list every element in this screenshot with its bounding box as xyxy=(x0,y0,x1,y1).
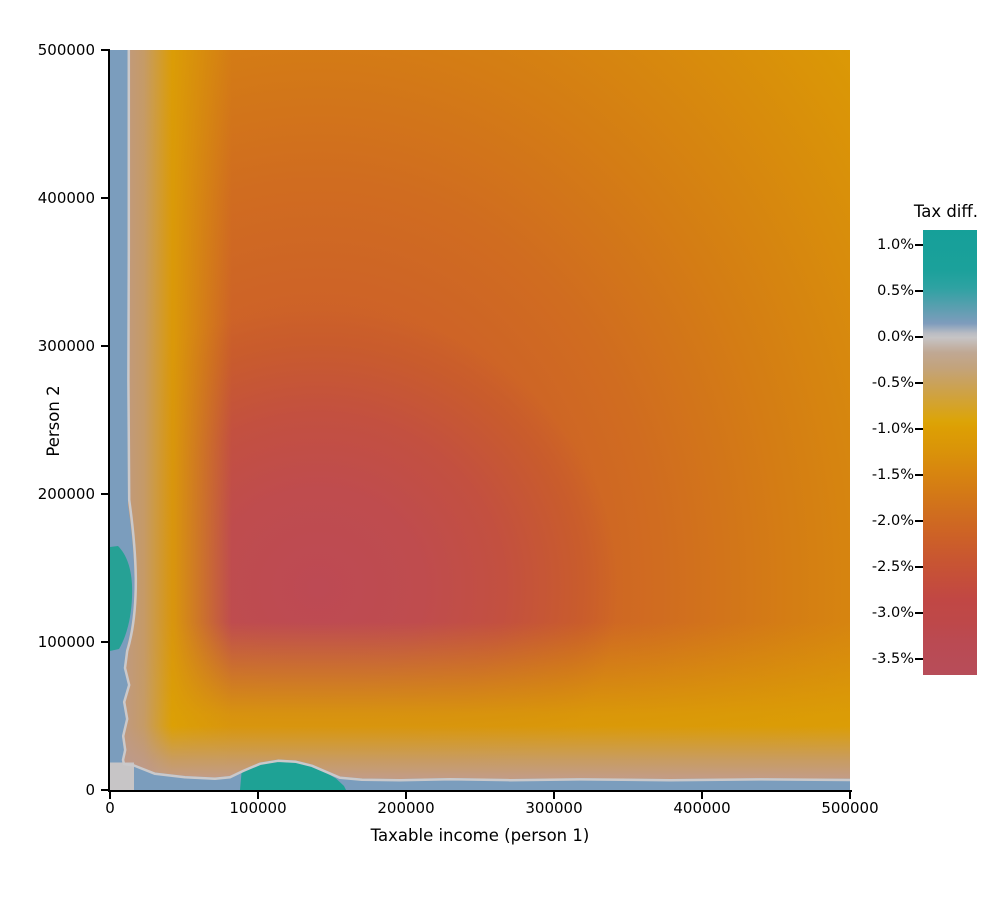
x-axis-spine xyxy=(108,790,852,792)
heatmap-contour-overlay xyxy=(110,50,850,790)
zero-contour-line xyxy=(121,50,850,782)
colorbar-tick xyxy=(915,474,923,476)
colorbar-tick xyxy=(915,566,923,568)
y-tick-label: 0 xyxy=(85,781,95,799)
heatmap-gradient-field xyxy=(110,50,850,790)
x-tick xyxy=(257,791,259,799)
x-tick-label: 100000 xyxy=(229,799,287,817)
y-tick xyxy=(101,49,109,51)
bottom-teal-maximum xyxy=(240,760,346,790)
y-tick-label: 100000 xyxy=(37,633,95,651)
colorbar-tick xyxy=(915,290,923,292)
y-tick xyxy=(101,493,109,495)
x-tick xyxy=(701,791,703,799)
y-tick xyxy=(101,345,109,347)
colorbar-tick xyxy=(915,520,923,522)
y-tick-label: 300000 xyxy=(37,337,95,355)
colorbar-tick xyxy=(915,658,923,660)
colorbar-tick-label: 1.0% xyxy=(877,237,914,253)
colorbar-tick-label: -2.5% xyxy=(871,559,914,575)
left-positive-band xyxy=(110,50,135,764)
x-tick-label: 500000 xyxy=(821,799,879,817)
zero-corner-square xyxy=(110,762,134,790)
colorbar-tick-label: -1.0% xyxy=(871,421,914,437)
colorbar-tick-label: -2.0% xyxy=(871,513,914,529)
colorbar-tick-label: -1.5% xyxy=(871,467,914,483)
x-tick xyxy=(405,791,407,799)
left-teal-maximum xyxy=(110,546,133,651)
heatmap-plot-area xyxy=(110,50,850,790)
x-axis-title: Taxable income (person 1) xyxy=(370,826,590,845)
colorbar-tick-label: -3.0% xyxy=(871,605,914,621)
colorbar-tick xyxy=(915,428,923,430)
x-tick-label: 0 xyxy=(105,799,115,817)
x-tick xyxy=(849,791,851,799)
x-tick xyxy=(553,791,555,799)
colorbar xyxy=(923,230,977,675)
x-tick-label: 400000 xyxy=(673,799,731,817)
y-tick xyxy=(101,197,109,199)
colorbar-tick-label: 0.5% xyxy=(877,283,914,299)
x-tick-label: 200000 xyxy=(377,799,435,817)
colorbar-tick xyxy=(915,612,923,614)
x-tick xyxy=(109,791,111,799)
y-tick-label: 500000 xyxy=(37,41,95,59)
colorbar-tick-label: -0.5% xyxy=(871,375,914,391)
y-tick xyxy=(101,789,109,791)
colorbar-tick-label: 0.0% xyxy=(877,329,914,345)
y-axis-spine xyxy=(108,49,110,792)
y-tick xyxy=(101,641,109,643)
y-tick-label: 400000 xyxy=(37,189,95,207)
colorbar-tick xyxy=(915,382,923,384)
colorbar-tick xyxy=(915,244,923,246)
y-axis-title: Person 2 xyxy=(44,385,63,457)
colorbar-tick xyxy=(915,336,923,338)
colorbar-tick-label: -3.5% xyxy=(871,651,914,667)
colorbar-title: Tax diff. xyxy=(913,202,978,221)
x-tick-label: 300000 xyxy=(525,799,583,817)
y-tick-label: 200000 xyxy=(37,485,95,503)
